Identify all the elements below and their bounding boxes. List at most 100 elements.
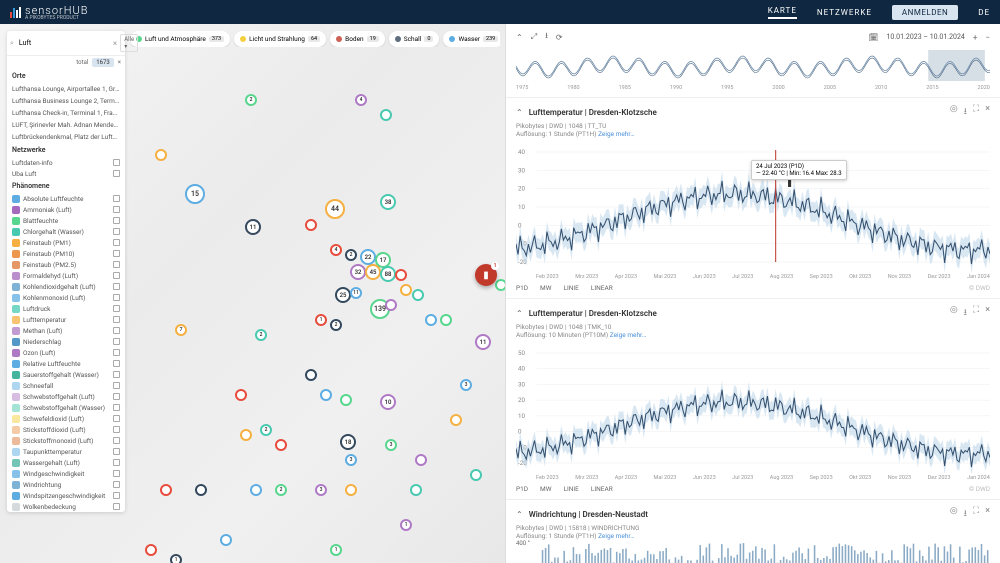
add-icon[interactable]: + — [973, 33, 978, 42]
expand-icon[interactable]: ⛶ — [973, 305, 979, 321]
close-icon[interactable]: × — [985, 305, 990, 321]
phaenomen-item[interactable]: Lufttemperatur — [7, 314, 125, 325]
minus-icon[interactable]: − — [985, 33, 990, 42]
download-icon[interactable]: ⭳ — [964, 305, 967, 321]
map-marker[interactable] — [450, 414, 462, 426]
phaenomen-item[interactable]: Stickstoffdioxid (Luft) — [7, 424, 125, 435]
map-marker[interactable] — [305, 219, 317, 231]
phaenomen-item[interactable]: Blattfeuchte — [7, 215, 125, 226]
collapse-chart-2[interactable]: ⌃ — [516, 309, 523, 318]
map-marker[interactable]: 11 — [350, 287, 362, 299]
map-marker[interactable]: 11 — [475, 334, 491, 350]
chart2-body[interactable]: 50403020100-10-20 — [516, 343, 990, 473]
phaenomen-item[interactable]: Schwefeldioxid (Luft) — [7, 413, 125, 424]
map-marker[interactable] — [320, 389, 332, 401]
map-marker[interactable] — [240, 429, 252, 441]
orte-item[interactable]: LUFT, Şirinevler Mah. Adnan Menderes Cad… — [7, 119, 125, 131]
map-marker[interactable]: 4 — [355, 94, 367, 106]
chart3-body[interactable]: 400 ° — [516, 540, 990, 563]
filter-pill[interactable]: Wasser239 — [443, 31, 500, 47]
refresh-icon[interactable]: ⟳ — [556, 33, 563, 42]
map-marker[interactable]: 25 — [335, 287, 351, 303]
map-marker[interactable] — [410, 484, 422, 496]
phaenomen-item[interactable]: Windspitzengeschwindigkeit — [7, 490, 125, 501]
phaenomen-item[interactable]: Schneefall — [7, 380, 125, 391]
map-marker[interactable] — [195, 484, 207, 496]
map-marker[interactable]: 18 — [340, 434, 356, 450]
orte-item[interactable]: Luftbrückendenkmal, Platz der Luftbrücke… — [7, 131, 125, 143]
c2-mw[interactable]: MW — [540, 485, 551, 493]
phaenomen-item[interactable]: Niederschlag — [7, 336, 125, 347]
map-marker[interactable] — [385, 299, 397, 311]
locate-icon[interactable]: ◎ — [950, 104, 958, 120]
download-icon[interactable]: ⭳ — [964, 506, 967, 522]
map-marker[interactable]: 2 — [260, 424, 272, 436]
map-marker[interactable] — [415, 454, 427, 466]
map-marker[interactable]: 7 — [175, 324, 187, 336]
map-marker[interactable]: 2 — [345, 249, 357, 261]
chart3-more[interactable]: Zeige mehr… — [598, 532, 634, 540]
map-marker[interactable] — [275, 439, 287, 451]
c1-p1d[interactable]: P1D — [516, 284, 528, 292]
c2-linie[interactable]: LINIE — [563, 485, 578, 493]
nav-netzwerke[interactable]: NETZWERKE — [817, 8, 872, 17]
filter-pill[interactable]: Boden19 — [330, 31, 385, 47]
map-marker[interactable]: 38 — [380, 194, 396, 210]
filter-pill[interactable]: Schall0 — [389, 31, 440, 47]
map-marker[interactable]: 10 — [380, 394, 396, 410]
netzwerk-item[interactable]: Luftdaten-info — [7, 157, 125, 168]
phaenomen-item[interactable]: Feinstaub (PM1) — [7, 237, 125, 248]
zoom-icon[interactable]: ⤢ — [531, 32, 537, 42]
map-marker[interactable] — [470, 469, 482, 481]
locate-icon[interactable]: ◎ — [950, 305, 958, 321]
download-icon[interactable]: ⭳ — [545, 30, 548, 44]
map-marker[interactable] — [395, 269, 407, 281]
map-marker[interactable]: 2 — [330, 319, 342, 331]
c2-linear[interactable]: LINEAR — [591, 485, 613, 493]
map-marker[interactable]: 3 — [385, 439, 397, 451]
phaenomen-item[interactable]: Kohlendioxidgehalt (Luft) — [7, 281, 125, 292]
map-marker[interactable] — [250, 484, 262, 496]
phaenomen-item[interactable]: Sauerstoffgehalt (Wasser) — [7, 369, 125, 380]
map-marker[interactable] — [220, 534, 232, 546]
map-marker[interactable]: 2 — [275, 484, 287, 496]
phaenomen-item[interactable]: Windrichtung — [7, 479, 125, 490]
phaenomen-item[interactable]: Formaldehyd (Luft) — [7, 270, 125, 281]
phaenomen-item[interactable]: Chlorgehalt (Wasser) — [7, 226, 125, 237]
map-marker[interactable]: 22 — [360, 249, 376, 265]
map-marker[interactable]: 88 — [380, 266, 396, 282]
c1-mw[interactable]: MW — [540, 284, 551, 292]
map-marker[interactable]: 3 — [345, 454, 357, 466]
map-marker[interactable]: 4 — [330, 244, 342, 256]
filter-pill[interactable]: Luft und Atmosphäre373 — [130, 31, 230, 47]
map-marker[interactable] — [235, 389, 247, 401]
calendar-icon[interactable]: 🗓 — [868, 33, 878, 42]
map-marker[interactable]: 15 — [185, 184, 205, 204]
map-marker[interactable]: 45 — [365, 264, 381, 280]
map-marker[interactable]: 3 — [460, 379, 472, 391]
map-marker[interactable] — [145, 544, 157, 556]
map-marker[interactable]: 2 — [255, 329, 267, 341]
phaenomen-item[interactable]: Wolkenbedeckung — [7, 501, 125, 512]
phaenomen-item[interactable]: Wassergehalt (Luft) — [7, 457, 125, 468]
map-marker[interactable] — [495, 279, 505, 291]
phaenomen-item[interactable]: Absolute Luftfeuchte — [7, 193, 125, 204]
phaenomen-item[interactable]: Schwebstoffgehalt (Wasser) — [7, 402, 125, 413]
map-marker[interactable] — [345, 484, 357, 496]
map-marker[interactable]: 11 — [245, 219, 261, 235]
phaenomen-item[interactable]: Feinstaub (PM10) — [7, 248, 125, 259]
filter-pill[interactable]: Licht und Strahlung64 — [234, 31, 326, 47]
date-range[interactable]: 10.01.2023 – 10.01.2024 — [886, 33, 964, 41]
orte-item[interactable]: Lufthansa Lounge, Airportallee 1, Greven… — [7, 83, 125, 95]
c1-linie[interactable]: LINIE — [563, 284, 578, 292]
expand-icon[interactable]: ⛶ — [973, 506, 979, 522]
c2-p1d[interactable]: P1D — [516, 485, 528, 493]
phaenomen-item[interactable]: Ozon (Luft) — [7, 347, 125, 358]
phaenomen-item[interactable]: Taupunkttemperatur — [7, 446, 125, 457]
map-marker[interactable]: 1 — [315, 314, 327, 326]
map-marker[interactable]: 1 — [330, 544, 342, 556]
map-marker[interactable]: 44 — [325, 199, 345, 219]
map-marker[interactable]: 3 — [315, 484, 327, 496]
map-marker[interactable] — [160, 484, 172, 496]
phaenomen-item[interactable]: Luftdruck — [7, 303, 125, 314]
